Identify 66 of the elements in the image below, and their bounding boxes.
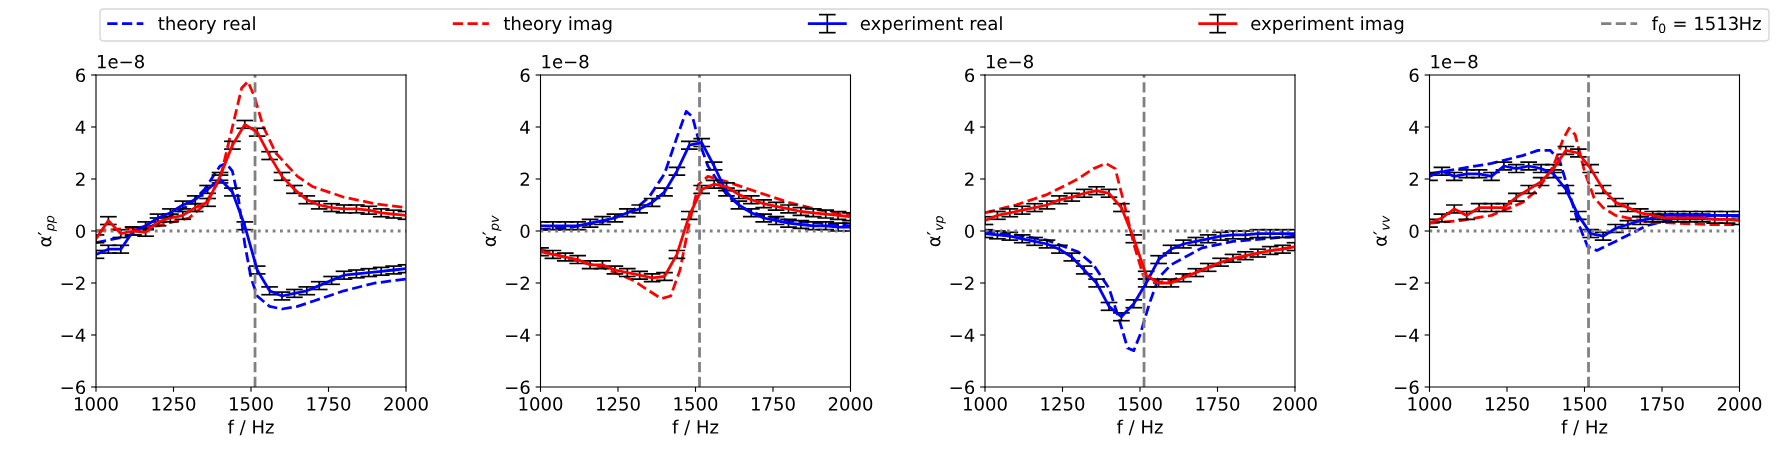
x-tick-label: 1250 [152,397,196,411]
x-axis-title: f / Hz [672,419,719,436]
x-tick-label: 1000 [75,397,118,411]
x-axis-title: f / Hz [1561,419,1608,436]
legend-label: theory real [158,16,255,34]
y-tick-label: 4 [1409,120,1419,134]
y-tick-label: −2 [950,276,974,290]
y-tick-label: 6 [520,68,530,83]
x-tick-label: 1500 [1119,397,1162,411]
x-tick-label: 1500 [1563,397,1607,411]
y-tick-label: −4 [61,328,86,342]
y-tick-label: 2 [520,172,529,186]
y-tick-label: 2 [1409,172,1418,186]
y-tick-label: 6 [1409,68,1419,83]
y-tick-label: −2 [1395,276,1418,290]
x-tick-label: 1750 [1196,397,1240,411]
y-tick-label: 6 [965,68,975,83]
x-tick-label: 2000 [384,397,428,411]
y-tick-label: 4 [75,120,86,134]
x-tick-label: 1250 [1486,397,1529,411]
y-tick-label: −2 [506,276,529,290]
y-tick-label: 4 [964,120,975,134]
x-tick-label: 1750 [307,397,351,411]
y-tick-label: −6 [506,380,530,395]
y-tick-label: −4 [1395,328,1419,342]
y-axis-title: α′$_{vp}$ [927,216,946,247]
y-tick-label: 0 [964,224,975,239]
y-tick-label: −4 [506,328,530,342]
y-tick-label: −4 [950,328,975,342]
x-tick-label: 1500 [674,397,718,411]
x-tick-label: 1750 [1641,397,1684,411]
text: 1e−8 [542,54,589,69]
x-axis-title: f / Hz [1116,419,1163,436]
y-tick-label: 2 [76,172,85,186]
y-axis-title: α′$_{pp}$ [38,215,57,247]
y-tick-label: 6 [76,68,86,83]
legend-label: f$_{0}$ = 1513Hz [1652,16,1761,34]
x-tick-label: 2000 [1273,397,1317,411]
legend-label: theory imag [503,16,612,34]
x-tick-label: 2000 [1717,397,1762,411]
y-tick-label: 0 [520,224,530,239]
x-tick-label: 1000 [1408,397,1452,411]
x-tick-label: 1250 [1041,397,1085,411]
y-tick-label: 0 [1409,224,1419,239]
y-tick-label: 2 [965,172,974,186]
x-tick-label: 1750 [752,397,795,411]
legend-label: experiment real [860,16,1002,34]
text: 1e−8 [1431,54,1478,69]
y-tick-label: −6 [61,380,86,395]
legend-label: experiment imag [1251,16,1404,34]
y-tick-label: −6 [950,380,975,395]
y-tick-label: −6 [1395,380,1419,395]
y-tick-label: 0 [75,224,86,239]
y-axis-title: α′$_{vv}$ [1373,215,1390,246]
x-tick-label: 1000 [519,397,563,411]
text: 1e−8 [986,54,1033,69]
x-tick-label: 2000 [828,397,873,411]
y-tick-label: 4 [520,120,530,134]
x-tick-label: 1000 [964,397,1007,411]
text: 1e−8 [97,54,144,69]
x-tick-label: 1250 [597,397,640,411]
y-axis-title: α′$_{pv}$ [482,215,502,247]
y-tick-label: −2 [61,276,85,290]
line-series [96,162,406,311]
x-tick-label: 1500 [230,397,273,411]
x-axis-title: f / Hz [227,419,274,436]
